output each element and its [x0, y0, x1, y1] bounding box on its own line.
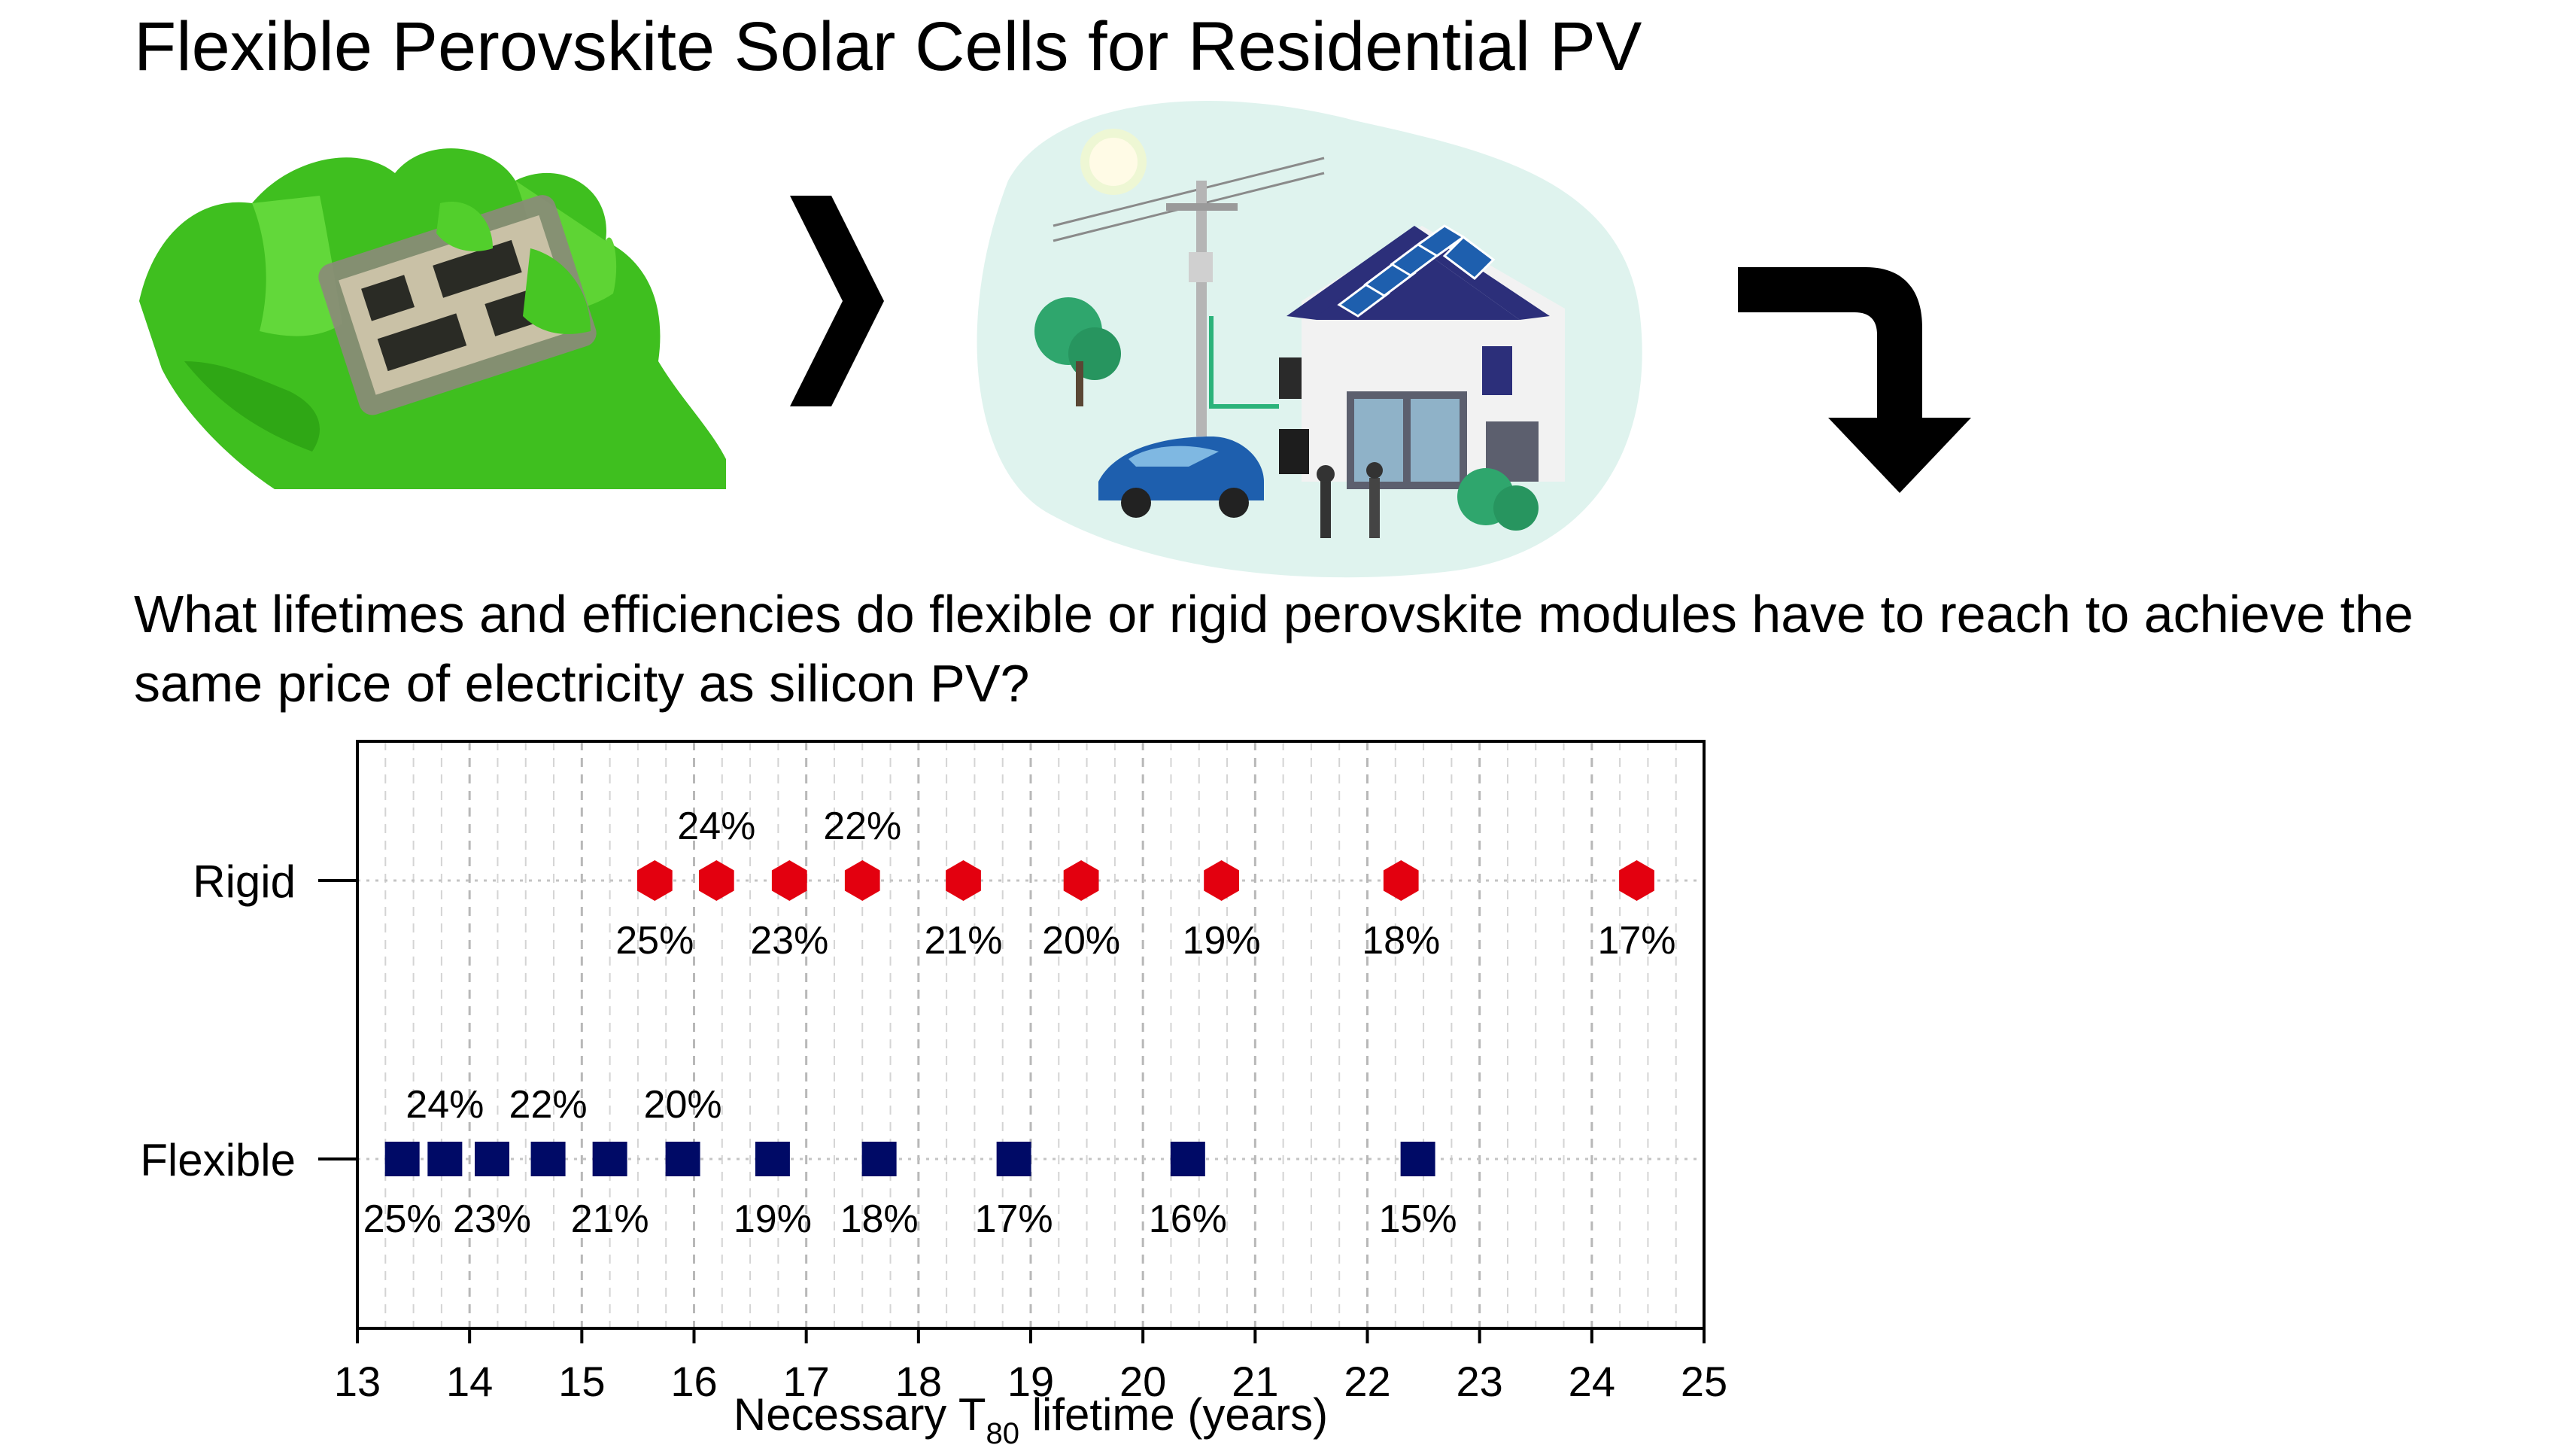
house-with-solar-roof-image: [977, 101, 1642, 578]
flexible-efficiency-label: 19%: [734, 1197, 812, 1241]
rigid-point: [844, 860, 880, 901]
rigid-efficiency-label: 22%: [823, 805, 901, 848]
x-axis-label-main: Necessary T: [734, 1389, 986, 1440]
rigid-efficiency-label: 18%: [1362, 919, 1440, 963]
rigid-efficiency-label: 25%: [615, 919, 694, 963]
chart-data-labels: 25% 24% 23% 22% 21% 20% 19% 18% 17% 25% 24% 23% 22% 2…: [363, 805, 1676, 1241]
x-tick-label: 16: [670, 1358, 717, 1405]
rigid-efficiency-label: 17%: [1597, 919, 1675, 963]
rigid-point: [946, 860, 981, 901]
flexible-efficiency-label: 20%: [644, 1083, 722, 1127]
flexible-point: [665, 1142, 700, 1176]
rigid-point: [1063, 860, 1099, 901]
x-tick-label: 23: [1457, 1358, 1503, 1405]
x-tick-label: 18: [895, 1358, 942, 1405]
chart-marks: [384, 860, 1654, 1176]
x-axis-label-suffix: lifetime (years): [1019, 1389, 1328, 1440]
x-tick-label: 22: [1344, 1358, 1390, 1405]
rigid-point: [771, 860, 807, 901]
x-tick-label: 14: [446, 1358, 493, 1405]
rigid-point: [1619, 860, 1654, 901]
rigid-point: [699, 860, 734, 901]
flexible-efficiency-label: 24%: [406, 1083, 484, 1127]
rigid-efficiency-label: 24%: [677, 805, 755, 848]
chevron-right-icon: [790, 196, 884, 406]
flexible-point: [475, 1142, 509, 1176]
page-title: Flexible Perovskite Solar Cells for Resi…: [134, 8, 1642, 85]
x-axis-label: Necessary T80 lifetime (years): [734, 1389, 1328, 1450]
flexible-point: [384, 1142, 420, 1176]
x-tick-label: 19: [1007, 1358, 1054, 1405]
x-axis-label-subscript: 80: [986, 1417, 1020, 1450]
flexible-point: [530, 1142, 566, 1176]
y-tick-label: Rigid: [193, 856, 296, 907]
x-tick-label: 25: [1681, 1358, 1727, 1405]
x-tick-label: 17: [783, 1358, 830, 1405]
flexible-efficiency-label: 25%: [363, 1197, 442, 1241]
flexible-efficiency-label: 18%: [840, 1197, 919, 1241]
flexible-point: [755, 1142, 790, 1176]
flexible-efficiency-label: 17%: [975, 1197, 1053, 1241]
flexible-point: [1400, 1142, 1435, 1176]
rigid-efficiency-label: 21%: [924, 919, 1002, 963]
chart-grid: [357, 741, 1704, 1328]
rigid-point: [1383, 860, 1419, 901]
rigid-efficiency-label: 19%: [1183, 919, 1261, 963]
x-tick-label: 21: [1232, 1358, 1278, 1405]
turn-down-arrow-icon: [1738, 267, 1971, 493]
rigid-efficiency-label: 20%: [1042, 919, 1120, 963]
x-tick-label: 13: [334, 1358, 381, 1405]
flexible-point: [592, 1142, 627, 1176]
flexible-point: [1170, 1142, 1205, 1176]
question-text: What lifetimes and efficiencies do flexi…: [134, 585, 2413, 713]
rigid-efficiency-label: 23%: [750, 919, 828, 963]
flexible-efficiency-label: 22%: [509, 1083, 588, 1127]
flexible-efficiency-label: 21%: [571, 1197, 649, 1241]
x-tick-label: 20: [1119, 1358, 1166, 1405]
flexible-efficiency-label: 15%: [1379, 1197, 1457, 1241]
y-tick-label: Flexible: [140, 1135, 296, 1185]
rigid-point: [1204, 860, 1239, 901]
x-tick-label: 15: [558, 1358, 605, 1405]
chart-axes: Rigid Flexible 13 14 15 16 17 18 19 20 21 22 23 24 25: [140, 856, 1727, 1405]
flexible-point: [996, 1142, 1031, 1176]
flexible-point: [861, 1142, 897, 1176]
flexible-efficiency-label: 23%: [453, 1197, 531, 1241]
flexible-efficiency-label: 16%: [1149, 1197, 1227, 1241]
flexible-cell-in-glove-image: [139, 148, 726, 489]
flexible-point: [427, 1142, 463, 1176]
rigid-point: [636, 860, 673, 901]
x-tick-label: 24: [1569, 1358, 1615, 1405]
